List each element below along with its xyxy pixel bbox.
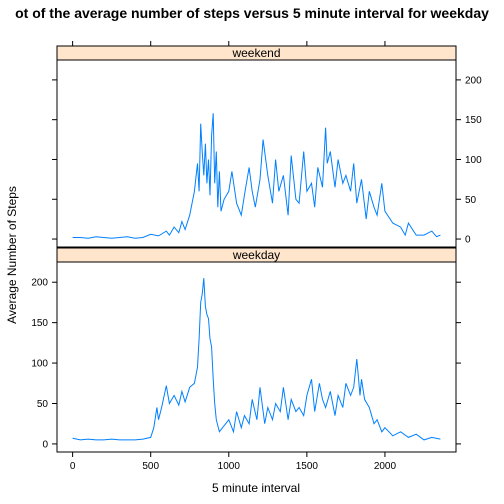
x-tick-label: 0 — [70, 461, 76, 472]
y-tick-label-weekday: 200 — [31, 278, 48, 289]
x-axis-label: 5 minute interval — [212, 481, 300, 495]
y-tick-label-weekday: 100 — [31, 359, 48, 370]
y-tick-label-weekend: 100 — [465, 155, 482, 166]
y-tick-label-weekend: 150 — [465, 115, 482, 126]
y-axis-label: Average Number of Steps — [5, 186, 19, 324]
x-tick-label: 2000 — [374, 461, 397, 472]
x-tick-label: 1000 — [218, 461, 241, 472]
panel-frame-weekday — [56, 261, 457, 453]
y-tick-label-weekend: 0 — [465, 235, 471, 246]
chart-title: ot of the average number of steps versus… — [15, 5, 489, 21]
y-tick-label-weekday: 150 — [31, 318, 48, 329]
y-tick-label-weekend: 50 — [465, 195, 477, 206]
series-line-weekend — [72, 113, 441, 239]
y-tick-label-weekday: 0 — [42, 439, 48, 450]
panel-frame-weekend — [56, 59, 457, 248]
strip-label-weekend: weekend — [231, 46, 280, 60]
x-tick-label: 500 — [142, 461, 159, 472]
strip-label-weekday: weekday — [232, 248, 280, 262]
x-tick-label: 1500 — [296, 461, 319, 472]
y-tick-label-weekend: 200 — [465, 75, 482, 86]
series-line-weekday — [72, 278, 441, 441]
y-tick-label-weekday: 50 — [37, 399, 49, 410]
